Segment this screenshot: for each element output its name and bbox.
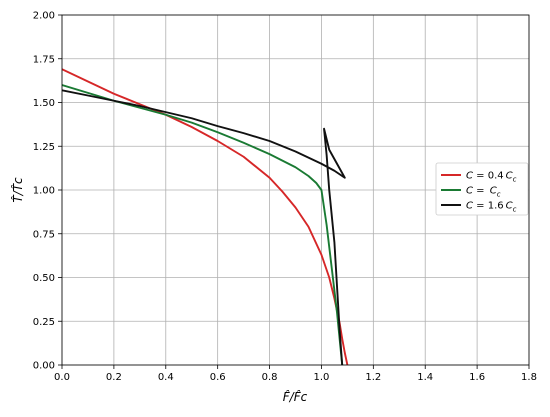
x-tick-label: 0.0: [54, 372, 70, 383]
y-tick-label: 1.25: [33, 142, 55, 153]
legend-sub-0: c: [513, 176, 517, 184]
series-line-0: [62, 68, 349, 365]
legend-label-1: C = Cc: [466, 186, 501, 199]
x-tick-label: 1.8: [521, 372, 537, 383]
y-tick-label: 0.00: [33, 361, 55, 372]
series-lines: [62, 68, 349, 365]
x-tick-label: 1.0: [313, 372, 329, 383]
x-tick-label: 0.8: [262, 372, 278, 383]
legend-main-0: C: [466, 171, 473, 182]
x-tick-label: 1.4: [417, 372, 433, 383]
legend-sub-1: c: [497, 191, 501, 199]
y-tick-label: 0.75: [33, 229, 55, 240]
y-tick-label: 1.50: [33, 98, 55, 109]
axis-ticks: 0.0 0.2 0.4 0.6 0.8 1.0 1.2 1.4 1.6 1.8 0.00 0.25 0.…: [33, 11, 537, 384]
series-line-2: [62, 89, 346, 365]
y-axis-label: T̂/T̂c: [11, 177, 25, 203]
x-tick-label: 1.6: [469, 372, 485, 383]
legend-var-1: C: [490, 186, 497, 197]
legend-box: [435, 162, 529, 216]
y-tick-label: 2.00: [33, 11, 55, 22]
y-tick-label: 1.00: [33, 186, 55, 197]
y-tick-label: 1.75: [33, 54, 55, 65]
legend-sub-2: c: [513, 206, 517, 214]
y-tick-label: 0.50: [33, 273, 55, 284]
legend-main-2: C: [466, 201, 473, 212]
legend-label-0: C = 0.4 Cc: [466, 171, 517, 184]
legend-main-1: C: [466, 186, 473, 197]
legend-var-0: C: [506, 171, 513, 182]
x-tick-label: 0.2: [106, 372, 122, 383]
legend-eq-1: =: [473, 186, 488, 197]
x-tick-label: 1.2: [365, 372, 381, 383]
y-tick-label: 0.25: [33, 317, 55, 328]
legend-eq-2: = 1.6: [473, 201, 504, 212]
legend: C = 0.4 CcC = CcC = 1.6 Cc: [435, 162, 529, 216]
legend-label-2: C = 1.6 Cc: [466, 201, 517, 214]
x-axis-label: F̂/F̂c: [283, 390, 308, 404]
x-tick-label: 0.6: [210, 372, 226, 383]
legend-var-2: C: [506, 201, 513, 212]
legend-eq-0: = 0.4: [473, 171, 504, 182]
series-line-1: [62, 84, 344, 365]
x-tick-label: 0.4: [158, 372, 174, 383]
